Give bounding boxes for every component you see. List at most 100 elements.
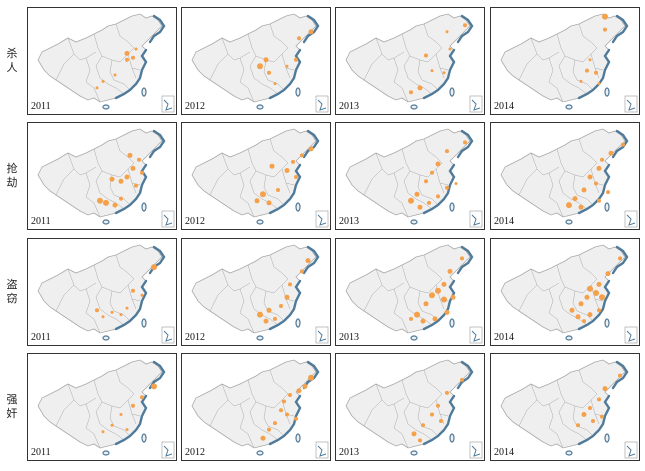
province-border	[393, 81, 409, 103]
inset-coastline	[626, 330, 636, 342]
province-border	[85, 397, 97, 405]
country-outline	[37, 244, 163, 334]
province-border	[67, 152, 87, 176]
year-label: 2012	[185, 332, 205, 343]
incident-dot	[445, 30, 449, 34]
incident-dot	[266, 307, 272, 313]
province-border	[518, 53, 538, 81]
incident-dot	[588, 406, 592, 410]
taiwan-island	[141, 318, 147, 328]
province-border	[247, 264, 257, 288]
incident-dot	[596, 281, 602, 287]
incident-dot	[435, 287, 441, 294]
coastline	[456, 14, 474, 44]
incident-dot	[300, 269, 304, 274]
row-label-char: 窃	[6, 292, 18, 305]
incident-dot	[151, 383, 157, 390]
incident-dot	[101, 430, 105, 434]
coastline	[422, 394, 456, 446]
province-border	[403, 55, 417, 85]
hainan-island	[102, 335, 110, 341]
coastline	[148, 129, 166, 159]
incident-dot	[444, 309, 450, 315]
province-border	[393, 166, 405, 174]
incident-dot	[110, 310, 114, 314]
map-panel: 2012	[181, 122, 331, 230]
inset-coastline	[471, 99, 481, 111]
province-border	[267, 425, 285, 437]
province-border	[239, 288, 245, 314]
province-border	[558, 401, 572, 431]
province-border	[572, 174, 578, 196]
incident-dot	[460, 377, 464, 382]
map-panel: 2011	[27, 7, 177, 115]
incident-dot	[131, 288, 135, 293]
incident-dot	[134, 183, 138, 188]
incident-dot	[442, 71, 446, 75]
map-panel: 2013	[335, 122, 485, 230]
province-border	[417, 405, 423, 427]
province-border	[548, 288, 554, 314]
country-outline	[345, 244, 471, 334]
province-border	[67, 268, 87, 292]
province-border	[558, 55, 572, 85]
province-border	[401, 379, 411, 403]
province-border	[221, 268, 241, 292]
coastline	[148, 14, 166, 44]
incident-dot	[300, 153, 304, 158]
incident-dot	[430, 170, 434, 175]
province-border	[548, 427, 564, 449]
province-border	[548, 51, 560, 59]
province-border	[401, 148, 411, 172]
country-outline	[37, 128, 163, 218]
province-border	[393, 288, 399, 314]
map-panel: 2013	[335, 238, 485, 346]
province-border	[594, 67, 604, 71]
country-outline	[191, 13, 317, 103]
province-border	[393, 196, 409, 218]
incident-dot	[618, 256, 622, 261]
province-border	[239, 403, 245, 429]
incident-dot	[447, 268, 453, 274]
inset-coastline	[317, 214, 327, 226]
incident-dot	[608, 150, 614, 156]
map-panel: 2014	[490, 122, 640, 230]
row-label: 抢劫	[0, 162, 24, 190]
incident-dot	[445, 185, 449, 190]
coastline	[114, 48, 148, 100]
incident-dot	[109, 176, 115, 182]
province-border	[423, 138, 443, 164]
country-outline	[345, 359, 471, 449]
province-border	[530, 268, 550, 292]
province-border	[548, 166, 560, 174]
incident-dot	[599, 294, 605, 301]
province-border	[423, 254, 443, 280]
incident-dot	[140, 395, 144, 400]
province-border	[439, 413, 449, 417]
province-border	[67, 37, 87, 61]
incident-dot	[581, 187, 587, 193]
province-border	[417, 290, 423, 312]
row-label: 盗窃	[0, 278, 24, 306]
incident-dot	[414, 191, 420, 197]
incident-dot	[409, 316, 413, 321]
year-label: 2013	[339, 447, 359, 458]
year-label: 2013	[339, 101, 359, 112]
incident-dot	[294, 175, 298, 179]
province-border	[85, 166, 97, 174]
province-border	[239, 196, 255, 218]
incident-dot	[463, 140, 467, 145]
map-panel: 2014	[490, 7, 640, 115]
province-border	[239, 312, 255, 334]
province-border	[403, 401, 417, 431]
coastline	[302, 129, 320, 159]
incident-dot	[441, 281, 447, 287]
incident-dot	[125, 428, 129, 432]
coastline	[577, 48, 611, 100]
coastline	[302, 360, 320, 390]
province-border	[556, 264, 566, 288]
province-border	[95, 286, 109, 316]
incident-dot	[124, 50, 130, 56]
province-border	[93, 379, 103, 403]
map-panel: 2013	[335, 353, 485, 461]
